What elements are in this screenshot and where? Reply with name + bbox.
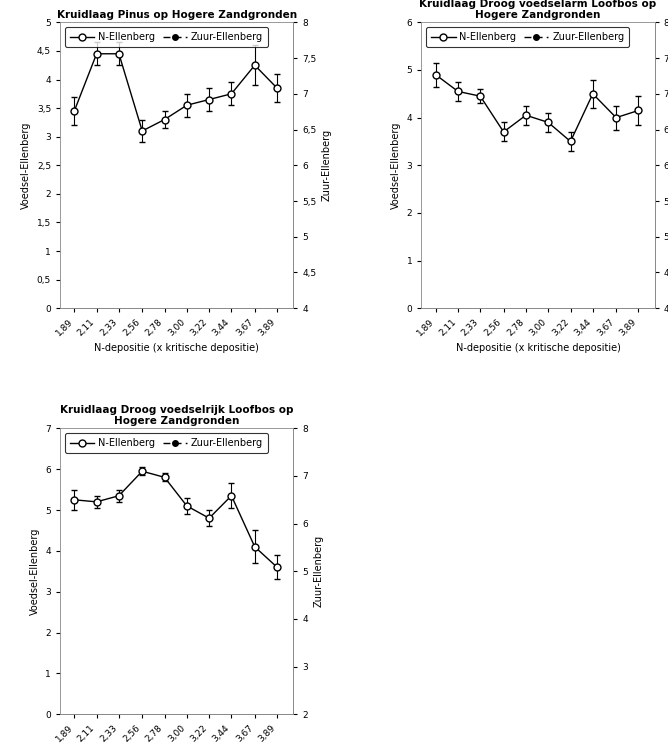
Y-axis label: Voedsel-Ellenberg: Voedsel-Ellenberg (21, 121, 31, 209)
X-axis label: N-depositie (x kritische depositie): N-depositie (x kritische depositie) (94, 343, 259, 353)
Legend: N-Ellenberg, Zuur-Ellenberg: N-Ellenberg, Zuur-Ellenberg (65, 28, 268, 47)
Y-axis label: Voedsel-Ellenberg: Voedsel-Ellenberg (30, 527, 40, 615)
Legend: N-Ellenberg, Zuur-Ellenberg: N-Ellenberg, Zuur-Ellenberg (426, 28, 629, 47)
Title: Kruidlaag Pinus op Hogere Zandgronden: Kruidlaag Pinus op Hogere Zandgronden (57, 10, 297, 20)
Y-axis label: Zuur-Ellenberg: Zuur-Ellenberg (313, 535, 323, 607)
Y-axis label: Voedsel-Ellenberg: Voedsel-Ellenberg (391, 121, 401, 209)
Title: Kruidlaag Droog voedselarm Loofbos op
Hogere Zandgronden: Kruidlaag Droog voedselarm Loofbos op Ho… (420, 0, 657, 20)
Legend: N-Ellenberg, Zuur-Ellenberg: N-Ellenberg, Zuur-Ellenberg (65, 433, 268, 453)
Y-axis label: Zuur-Ellenberg: Zuur-Ellenberg (322, 129, 332, 202)
X-axis label: N-depositie (x kritische depositie): N-depositie (x kritische depositie) (456, 343, 621, 353)
Title: Kruidlaag Droog voedselrijk Loofbos op
Hogere Zandgronden: Kruidlaag Droog voedselrijk Loofbos op H… (60, 405, 293, 426)
